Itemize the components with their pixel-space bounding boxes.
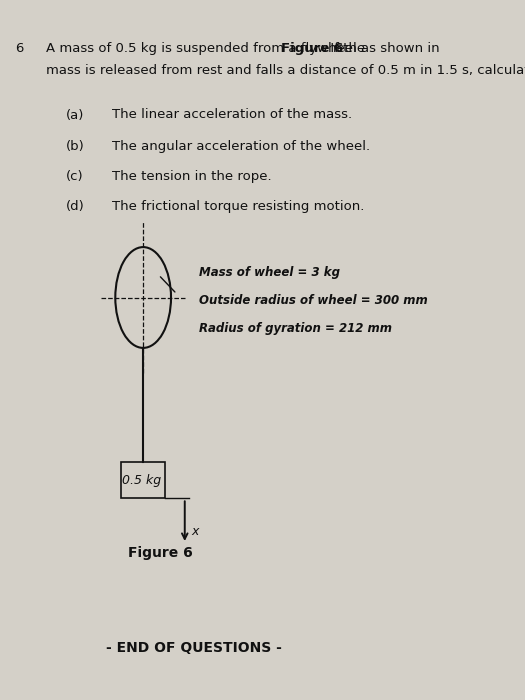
Bar — [121, 462, 165, 498]
Text: x: x — [192, 525, 199, 538]
Text: The tension in the rope.: The tension in the rope. — [112, 170, 272, 183]
Text: (a): (a) — [66, 108, 84, 122]
Text: (b): (b) — [66, 140, 85, 153]
Text: - END OF QUESTIONS -: - END OF QUESTIONS - — [106, 640, 281, 654]
Text: (c): (c) — [66, 170, 83, 183]
Text: Figure 6: Figure 6 — [128, 546, 193, 560]
Text: 0.5 kg: 0.5 kg — [122, 474, 161, 486]
Text: The linear acceleration of the mass.: The linear acceleration of the mass. — [112, 108, 352, 122]
Text: Outside radius of wheel = 300 mm: Outside radius of wheel = 300 mm — [200, 294, 428, 307]
Text: 6: 6 — [15, 42, 24, 55]
Text: (d): (d) — [66, 200, 85, 214]
Text: mass is released from rest and falls a distance of 0.5 m in 1.5 s, calculate:: mass is released from rest and falls a d… — [46, 64, 525, 78]
Text: Radius of gyration = 212 mm: Radius of gyration = 212 mm — [200, 322, 392, 335]
Text: . If the: . If the — [322, 42, 365, 55]
Text: A mass of 0.5 kg is suspended from a flywheel as shown in: A mass of 0.5 kg is suspended from a fly… — [46, 42, 444, 55]
Text: Mass of wheel = 3 kg: Mass of wheel = 3 kg — [200, 266, 340, 279]
Text: The angular acceleration of the wheel.: The angular acceleration of the wheel. — [112, 140, 370, 153]
Text: Figure 6: Figure 6 — [281, 42, 343, 55]
Text: The frictional torque resisting motion.: The frictional torque resisting motion. — [112, 200, 364, 214]
